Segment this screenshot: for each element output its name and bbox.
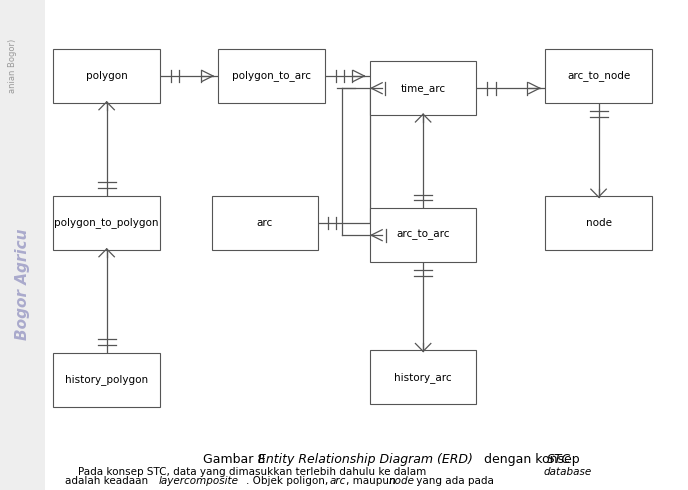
Text: yang ada pada: yang ada pada bbox=[413, 476, 495, 486]
Text: layercomposite: layercomposite bbox=[158, 476, 238, 486]
Bar bbox=[219, 49, 325, 103]
Text: Entity Relationship Diagram (ERD): Entity Relationship Diagram (ERD) bbox=[258, 453, 473, 466]
Bar bbox=[54, 353, 160, 407]
Text: . Objek poligon,: . Objek poligon, bbox=[246, 476, 332, 486]
Bar bbox=[370, 61, 477, 115]
Text: Gambar 8: Gambar 8 bbox=[203, 453, 273, 466]
Text: history_polygon: history_polygon bbox=[65, 374, 148, 385]
Text: dengan konsep: dengan konsep bbox=[480, 453, 583, 466]
Text: adalah keadaan: adalah keadaan bbox=[65, 476, 152, 486]
Bar bbox=[54, 196, 160, 250]
Text: Pada konsep STC, data yang dimasukkan terlebih dahulu ke dalam: Pada konsep STC, data yang dimasukkan te… bbox=[65, 467, 430, 477]
Text: polygon_to_polygon: polygon_to_polygon bbox=[54, 218, 159, 228]
Text: node: node bbox=[585, 218, 612, 228]
Text: history_arc: history_arc bbox=[394, 372, 452, 383]
Text: , maupun: , maupun bbox=[346, 476, 399, 486]
Text: database: database bbox=[544, 467, 592, 477]
Text: anian Bogor): anian Bogor) bbox=[8, 39, 17, 94]
Text: arc: arc bbox=[330, 476, 346, 486]
Text: node: node bbox=[389, 476, 415, 486]
Text: Bogor Agricu: Bogor Agricu bbox=[14, 228, 30, 340]
Text: time_arc: time_arc bbox=[400, 83, 446, 94]
Bar bbox=[212, 196, 319, 250]
Bar bbox=[545, 49, 652, 103]
Text: STC: STC bbox=[547, 453, 571, 466]
Bar bbox=[545, 196, 652, 250]
Text: arc_to_arc: arc_to_arc bbox=[396, 230, 450, 241]
Text: polygon: polygon bbox=[86, 71, 127, 81]
Bar bbox=[54, 49, 160, 103]
Bar bbox=[370, 208, 477, 262]
Bar bbox=[0, 0, 45, 490]
Text: polygon_to_arc: polygon_to_arc bbox=[233, 71, 311, 81]
Text: arc: arc bbox=[257, 218, 273, 228]
Bar bbox=[370, 350, 477, 404]
Text: arc_to_node: arc_to_node bbox=[567, 71, 630, 81]
